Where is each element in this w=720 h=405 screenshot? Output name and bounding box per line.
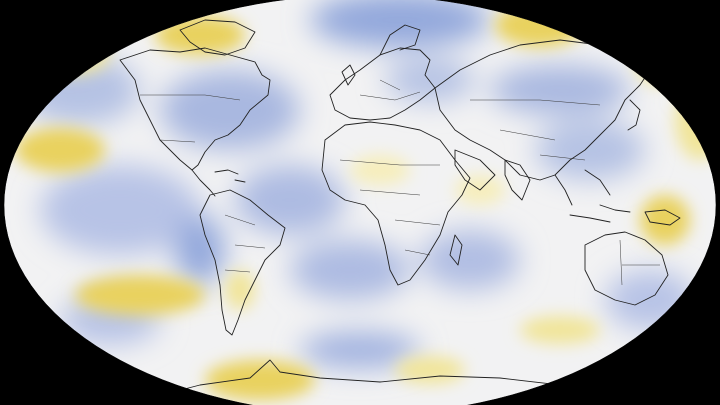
coastline-asia xyxy=(434,39,651,181)
coastline-british-isles xyxy=(341,64,356,86)
warm-anomaly-alaska xyxy=(30,35,110,75)
warm-anomaly-south-pacific-west xyxy=(75,275,205,315)
warm-anomaly-greenland xyxy=(155,15,245,55)
cool-anomaly-tropical-atlantic xyxy=(235,165,345,235)
cool-anomaly-east-asia xyxy=(535,120,645,180)
warm-anomaly-north-africa xyxy=(350,155,410,185)
coastline-scandinavia xyxy=(379,24,421,56)
coastline-europe xyxy=(329,47,436,121)
border-asia xyxy=(470,99,601,161)
globe-edge xyxy=(3,0,717,405)
coastline-africa xyxy=(321,121,471,286)
warm-anomaly-west-pacific-belt xyxy=(15,128,105,172)
coastline-indonesia xyxy=(569,204,631,223)
border-africa xyxy=(339,159,441,256)
cool-anomaly-arctic xyxy=(310,0,490,48)
warm-anomaly-new-guinea xyxy=(640,195,690,245)
warm-anomaly-weddell xyxy=(395,356,465,384)
cool-anomaly-north-pacific xyxy=(20,55,140,125)
country-borders xyxy=(140,79,660,286)
coastline-north-america xyxy=(119,47,271,171)
cool-anomaly-southern-ocean xyxy=(300,332,420,368)
coastline-japan xyxy=(627,99,641,131)
cool-anomaly-south-america xyxy=(175,215,225,285)
coastline-new-zealand xyxy=(675,299,689,326)
coastline-india xyxy=(504,159,531,201)
cool-anomaly-indian-ocean xyxy=(420,230,520,290)
warm-anomaly-south-pacific-east xyxy=(520,316,600,344)
coastline-caribbean xyxy=(214,169,246,183)
warm-anomaly-north-pacific-east xyxy=(635,35,685,85)
border-us-canada xyxy=(140,94,241,101)
border-south-america xyxy=(224,214,266,273)
cool-anomaly-south-atlantic xyxy=(290,240,410,300)
cool-anomaly-central-pacific xyxy=(40,165,200,255)
cool-anomaly-north-america xyxy=(160,70,300,150)
border-europe xyxy=(359,79,421,101)
coastline-greenland xyxy=(179,19,256,56)
warm-anomaly-far-east-russia xyxy=(495,3,585,47)
cool-anomaly-europe xyxy=(385,58,475,102)
cool-anomaly-south-pacific xyxy=(605,270,695,330)
coastline-central-america xyxy=(191,169,216,197)
coastline-australia xyxy=(584,231,669,306)
cool-anomaly-siberia xyxy=(490,65,630,115)
coastline-madagascar xyxy=(449,234,463,266)
warm-anomaly-antarctic-peninsula xyxy=(205,360,315,400)
border-australia xyxy=(619,239,660,286)
coastline-arabia xyxy=(454,149,496,191)
coastline-new-guinea xyxy=(644,209,681,226)
coastline-southeast-asia xyxy=(554,169,611,206)
warm-anomaly-south-america-south xyxy=(225,270,255,310)
border-us-mexico xyxy=(159,139,196,143)
coastline-south-america xyxy=(199,189,286,336)
